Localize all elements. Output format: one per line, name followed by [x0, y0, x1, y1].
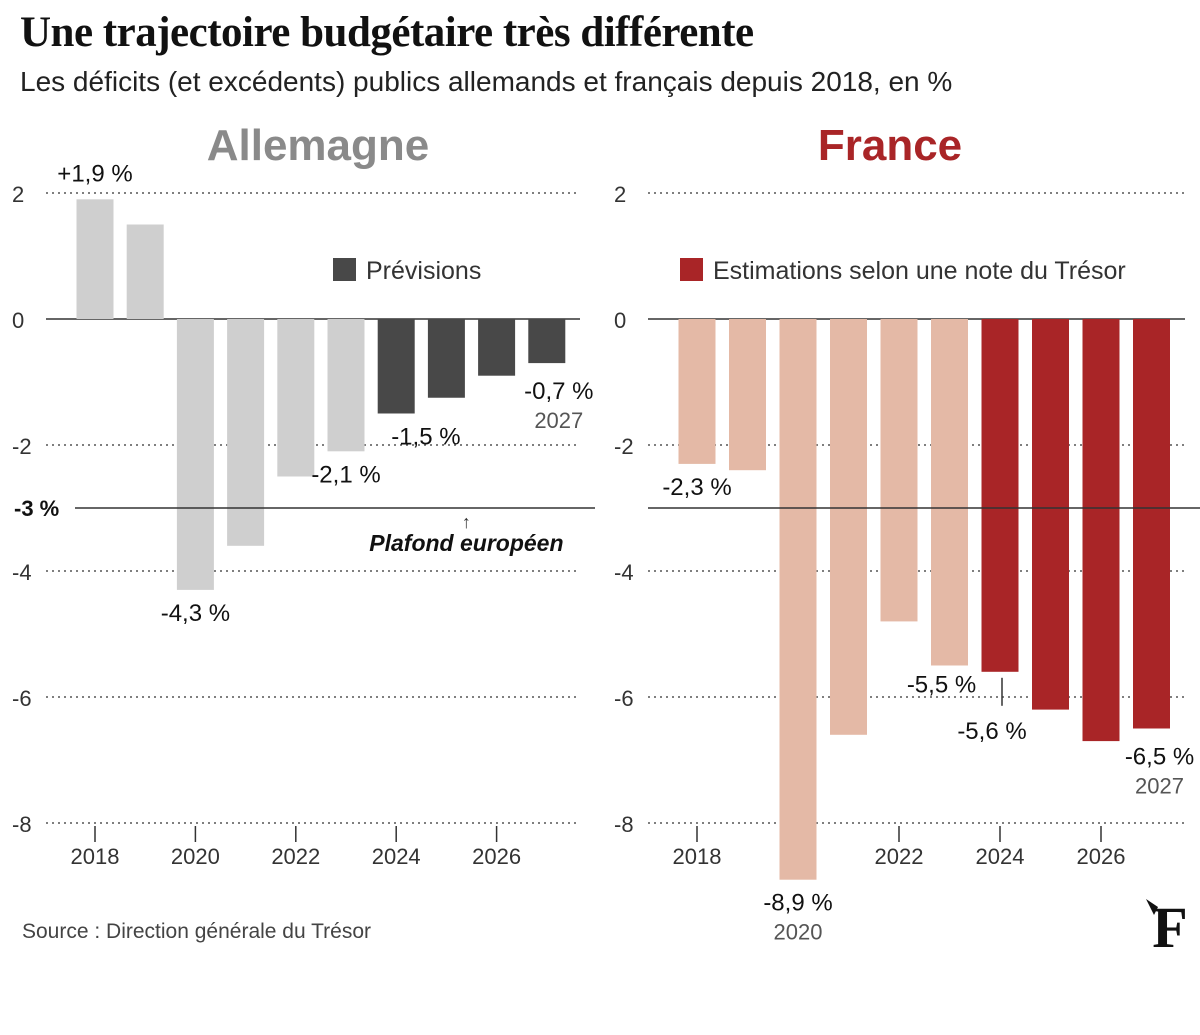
bar-value-label: -8,9 %: [763, 890, 832, 917]
y-tick-label: -8: [614, 812, 634, 837]
legend-swatch: [680, 258, 703, 281]
panel-title-france: France: [818, 121, 962, 170]
x-tick-label: 2026: [472, 844, 521, 869]
eu-ceiling-annotation: Plafond européen: [369, 530, 563, 556]
y-tick-label: 2: [12, 182, 24, 207]
bar-2024: [981, 319, 1019, 672]
bar-2020: [176, 319, 214, 590]
legend-label: Prévisions: [366, 257, 481, 285]
y-tick-label: -2: [12, 434, 32, 459]
x-tick-label: 2022: [875, 844, 924, 869]
x-tick-label: 2018: [71, 844, 120, 869]
legend-swatch: [333, 258, 356, 281]
bar-2025: [1032, 319, 1069, 710]
france-chart: France 2 0 -2 -4 -6 -8 Estimations selon une no…: [614, 121, 1200, 945]
germany-chart: Allemagne 2 0 -2 -4 -6 -8 -3 % ↑Plafond européen…: [12, 121, 595, 869]
bar-2027: [1133, 319, 1170, 729]
bar-value-label: -1,5 %: [391, 424, 460, 451]
legend-label: Estimations selon une note du Trésor: [713, 257, 1126, 285]
bar-2023: [931, 319, 968, 666]
bar-value-label: -2,1 %: [311, 461, 380, 488]
y-tick-label: 0: [614, 308, 626, 333]
x-tick-label: 2018: [673, 844, 722, 869]
bar-2021: [830, 319, 867, 735]
bar-value-label: -2,3 %: [662, 474, 731, 501]
y-tick-label: -2: [614, 434, 634, 459]
y-tick-label: 2: [614, 182, 626, 207]
x-tick-label: 2026: [1077, 844, 1126, 869]
bar-2022: [277, 319, 315, 477]
bar-2025: [427, 319, 465, 398]
bar-2019: [126, 224, 164, 319]
bar-year-label: 2020: [774, 920, 823, 945]
y-tick-label: -4: [614, 560, 634, 585]
le-figaro-logo-icon: F: [1146, 895, 1188, 953]
bar-2018: [678, 319, 716, 464]
chart-title: Une trajectoire budgétaire très différen…: [20, 9, 754, 56]
panel-title-germany: Allemagne: [207, 121, 430, 170]
y-tick-label: -4: [12, 560, 32, 585]
bar-value-label: -5,6 %: [957, 718, 1026, 745]
bar-2020: [779, 319, 817, 880]
bar-2019: [729, 319, 766, 471]
bar-value-label: -4,3 %: [161, 600, 230, 627]
bar-2021: [227, 319, 265, 546]
x-tick-label: 2024: [976, 844, 1025, 869]
eu-ceiling-label: -3 %: [14, 496, 59, 521]
y-tick-label: -8: [12, 812, 32, 837]
eu-ceiling-arrow: ↑: [462, 512, 471, 532]
bar-value-label: -0,7 %: [524, 378, 593, 405]
bar-year-label: 2027: [1135, 774, 1184, 799]
source-note: Source : Direction générale du Trésor: [22, 920, 372, 943]
y-tick-label: -6: [12, 686, 32, 711]
bar-year-label: 2027: [534, 408, 583, 433]
bar-2018: [76, 199, 114, 319]
bar-value-label: +1,9 %: [57, 160, 132, 187]
chart-subtitle: Les déficits (et excédents) publics alle…: [20, 66, 953, 97]
x-tick-label: 2020: [171, 844, 220, 869]
bar-value-label: -6,5 %: [1125, 744, 1194, 771]
bar-2026: [478, 319, 516, 376]
bar-value-label: -5,5 %: [907, 672, 976, 699]
bar-2023: [327, 319, 365, 452]
y-tick-label: 0: [12, 308, 24, 333]
bar-2024: [377, 319, 415, 414]
bar-2027: [528, 319, 566, 364]
bar-2022: [880, 319, 918, 622]
bar-2026: [1082, 319, 1120, 742]
x-tick-label: 2022: [271, 844, 320, 869]
y-tick-label: -6: [614, 686, 634, 711]
logo-letter: F: [1152, 895, 1187, 953]
x-tick-label: 2024: [372, 844, 421, 869]
